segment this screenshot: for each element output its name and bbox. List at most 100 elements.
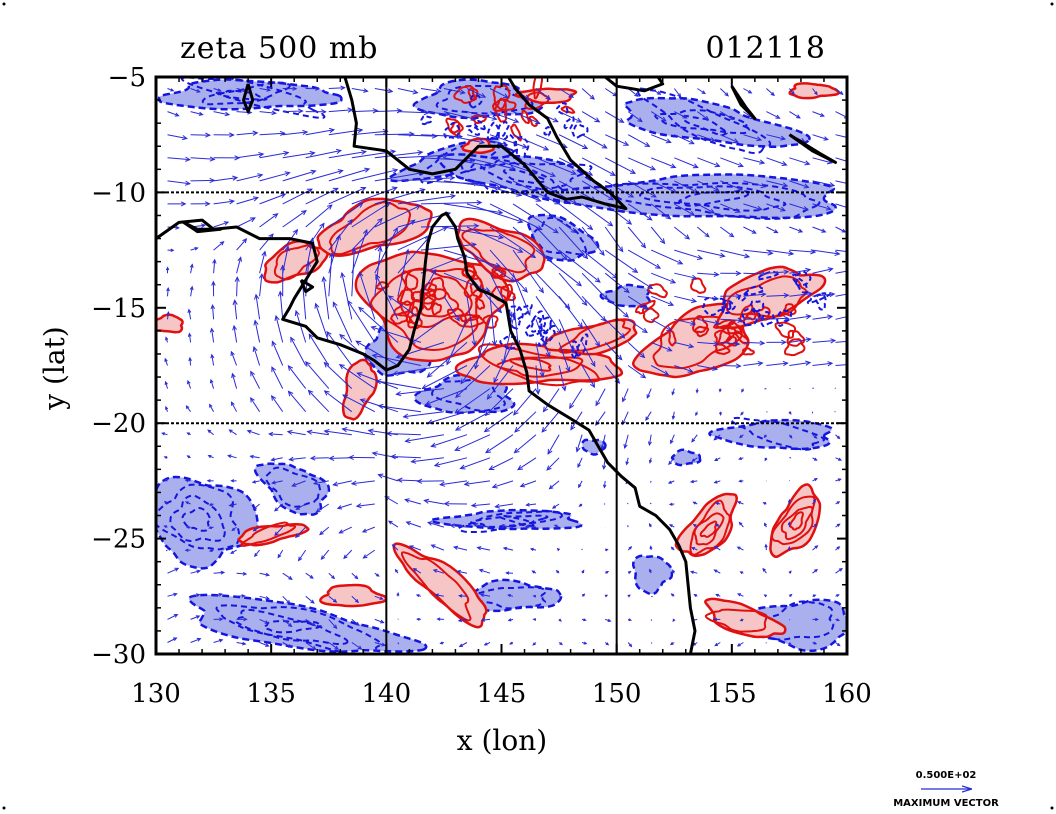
wind-vector — [190, 132, 211, 138]
wind-vector — [277, 290, 284, 320]
wind-vector — [493, 342, 514, 384]
wind-vector — [439, 480, 468, 487]
wind-vector — [163, 478, 168, 482]
wind-vector — [650, 480, 652, 483]
wind-vector — [525, 502, 537, 507]
wind-vector — [208, 526, 214, 530]
wind-vector — [812, 434, 818, 439]
wind-vector — [390, 454, 421, 460]
wind-vector — [455, 365, 491, 399]
wind-vector — [581, 618, 587, 622]
wind-vector — [351, 108, 379, 114]
wind-vector — [341, 427, 375, 436]
wind-vector — [259, 595, 271, 600]
wind-vector — [627, 594, 631, 598]
wind-vector — [282, 245, 290, 274]
wind-vector — [835, 618, 841, 622]
wind-vector — [622, 388, 629, 403]
wind-vector — [738, 479, 744, 483]
wind-vector — [812, 134, 829, 141]
wind-vector — [743, 203, 763, 211]
wind-vector — [713, 434, 721, 441]
wind-vector — [741, 388, 745, 393]
wind-vector — [228, 503, 237, 507]
wind-vector — [306, 429, 329, 436]
wind-vector — [489, 226, 537, 259]
wind-vector — [672, 618, 676, 623]
small-contour-5-13 — [465, 124, 480, 136]
wind-vector — [206, 479, 214, 483]
wind-vector — [305, 169, 344, 182]
wind-vector — [209, 327, 215, 343]
wind-vector — [258, 272, 265, 297]
wind-vector — [766, 269, 790, 275]
wind-vector — [491, 480, 514, 489]
wind-vector — [743, 316, 766, 322]
wind-vector — [812, 568, 819, 574]
wind-vector — [234, 276, 240, 297]
wind-vector — [581, 157, 616, 176]
small-contour-5-2 — [474, 119, 486, 131]
chart-title-right: 012118 — [705, 31, 826, 66]
wind-vector — [423, 498, 444, 505]
wind-vector — [788, 642, 792, 647]
wind-vector — [282, 86, 298, 91]
wind-vector — [323, 390, 353, 413]
wind-vector — [305, 109, 327, 115]
y-tick-label-20: −20 — [91, 409, 146, 439]
wind-vector — [743, 271, 767, 277]
wind-vector — [231, 372, 238, 389]
wind-vector — [328, 149, 367, 159]
wind-vector — [812, 478, 818, 482]
wind-vector — [765, 642, 767, 644]
wind-vector — [720, 341, 741, 347]
wind-vector — [668, 457, 675, 466]
wind-vector — [650, 203, 672, 220]
wind-vector — [835, 478, 842, 482]
wind-vector — [259, 618, 269, 624]
wind-vector — [309, 455, 329, 461]
positive-region-12 — [674, 492, 738, 558]
wind-vector — [535, 157, 577, 175]
wind-vector — [812, 88, 818, 96]
wind-vector — [651, 157, 677, 169]
wind-vector — [208, 502, 214, 506]
small-contour-5-12 — [443, 121, 461, 140]
wind-vector — [211, 280, 216, 297]
wind-vector — [737, 501, 744, 505]
wind-vector — [595, 388, 606, 407]
wind-vector — [812, 498, 817, 505]
wind-vector — [207, 455, 214, 459]
wind-vector — [488, 457, 514, 470]
wind-vector — [740, 411, 744, 416]
wind-vector — [743, 249, 774, 256]
wind-vector — [358, 271, 376, 320]
wind-vector — [789, 314, 812, 320]
wind-vector — [387, 295, 422, 320]
wind-vector — [789, 203, 809, 211]
wind-vector — [494, 503, 514, 509]
negative-region-10 — [156, 475, 259, 570]
x-tick-label-155: 155 — [707, 679, 757, 709]
small-contour-1-13 — [734, 330, 750, 346]
wind-vector — [232, 299, 238, 320]
wind-vector — [762, 502, 767, 505]
wind-vector — [396, 592, 400, 597]
wind-vector — [787, 546, 791, 551]
wind-vector — [466, 134, 509, 147]
wind-vector — [415, 594, 422, 598]
wind-vector — [478, 568, 491, 574]
small-contour-0-24 — [500, 283, 514, 300]
wind-vector — [315, 503, 330, 513]
wind-vector — [213, 132, 235, 138]
wind-vector — [319, 526, 330, 536]
wind-vector — [374, 642, 386, 647]
wind-vector — [397, 152, 449, 159]
wind-vector — [167, 592, 178, 597]
wind-vector — [463, 480, 491, 487]
wind-vector — [512, 111, 541, 125]
wind-vector — [397, 642, 400, 645]
wind-vector — [328, 642, 340, 650]
wind-vector — [249, 454, 260, 459]
wind-vector — [351, 642, 363, 650]
